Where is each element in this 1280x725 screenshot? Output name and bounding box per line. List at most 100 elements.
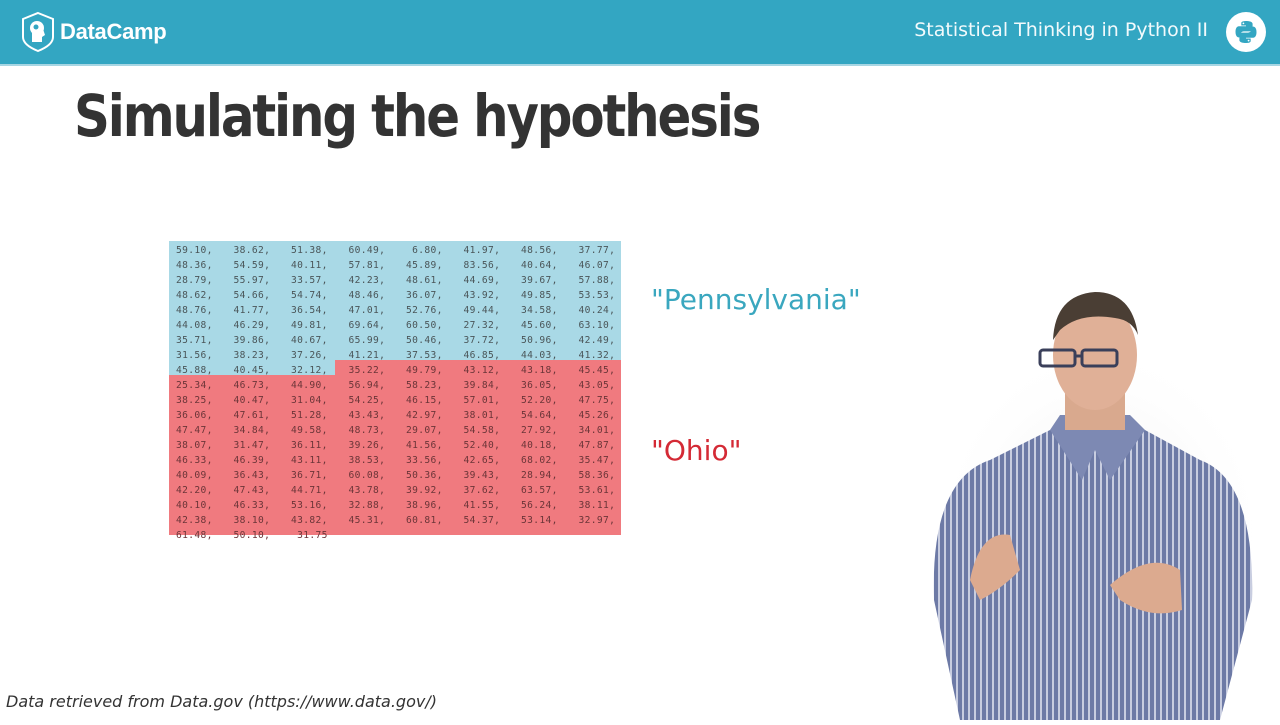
data-value: 54.64,: [521, 410, 558, 421]
data-value: 40.09,: [176, 470, 213, 481]
data-row: 40.10, 46.33, 53.16, 32.88, 38.96, 41.55, 56.2…: [176, 498, 636, 513]
data-value: 27.32,: [463, 320, 501, 331]
data-value: 47.87,: [578, 440, 616, 451]
data-value: 40.18,: [521, 440, 558, 451]
data-value: 60.08,: [348, 470, 386, 481]
data-value: 32.97,: [578, 515, 616, 526]
data-row: 42.38, 38.10, 43.82, 45.31, 60.81, 54.37, 53.1…: [176, 513, 636, 528]
data-value: 39.26,: [348, 440, 386, 451]
data-value: 34.01,: [578, 425, 616, 436]
data-value: 48.46,: [348, 290, 386, 301]
data-value: 43.11,: [291, 455, 328, 466]
data-row: 44.08, 46.29, 49.81, 69.64, 60.50, 27.32, 45.6…: [176, 318, 636, 333]
data-row: 61.48, 50.10, 31.75: [176, 528, 636, 543]
data-row: 59.10, 38.62, 51.38, 60.49, 6.80, 41.97, 48.5…: [176, 243, 636, 258]
data-value: 57.88,: [578, 275, 616, 286]
data-value: 47.43,: [233, 485, 271, 496]
data-value: 45.31,: [348, 515, 386, 526]
data-value: 42.38,: [176, 515, 213, 526]
data-value: 49.44,: [463, 305, 501, 316]
data-value: 35.71,: [176, 335, 213, 346]
data-value: 37.72,: [463, 335, 501, 346]
data-value: 48.76,: [176, 305, 213, 316]
data-value: 50.96,: [521, 335, 558, 346]
data-value: 41.21,: [348, 350, 386, 361]
data-value: 41.77,: [233, 305, 271, 316]
data-row: 28.79, 55.97, 33.57, 42.23, 48.61, 44.69, 39.6…: [176, 273, 636, 288]
data-value: 29.07,: [406, 425, 443, 436]
pennsylvania-region-tail: [169, 360, 335, 375]
data-value: 38.10,: [233, 515, 271, 526]
data-value: 43.05,: [578, 380, 616, 391]
data-value: 61.48,: [176, 530, 213, 541]
data-value: 40.64,: [521, 260, 558, 271]
data-value: 33.56,: [406, 455, 443, 466]
data-value: 27.92,: [521, 425, 558, 436]
data-value: 52.76,: [406, 305, 443, 316]
data-value: 44.90,: [291, 380, 328, 391]
data-value: 49.58,: [291, 425, 328, 436]
data-value: 41.55,: [463, 500, 501, 511]
data-value: 39.67,: [521, 275, 558, 286]
data-value: 43.43,: [348, 410, 386, 421]
data-value: 37.77,: [578, 245, 616, 256]
data-value: 46.85,: [463, 350, 501, 361]
data-value: 32.12,: [291, 365, 328, 376]
data-value: 48.61,: [406, 275, 443, 286]
data-value: 46.33,: [233, 500, 271, 511]
data-value: 52.40,: [463, 440, 501, 451]
data-value: 32.88,: [348, 500, 386, 511]
data-value: 83.56,: [463, 260, 501, 271]
data-row: 38.25, 40.47, 31.04, 54.25, 46.15, 57.01, 52.2…: [176, 393, 636, 408]
data-value: 58.36,: [578, 470, 616, 481]
data-value: 60.81,: [406, 515, 443, 526]
data-value: 55.97,: [233, 275, 271, 286]
data-value: 40.67,: [291, 335, 328, 346]
data-value: 31.04,: [291, 395, 328, 406]
data-value: 56.94,: [348, 380, 386, 391]
data-value: 38.01,: [463, 410, 501, 421]
data-value: 37.26,: [291, 350, 328, 361]
data-value: 38.11,: [578, 500, 616, 511]
data-value: 40.47,: [233, 395, 271, 406]
data-value: 37.53,: [406, 350, 443, 361]
header-bar: DataCamp Statistical Thinking in Python …: [0, 0, 1280, 66]
data-value: 43.18,: [521, 365, 558, 376]
data-value: 49.81,: [291, 320, 328, 331]
data-value: 39.92,: [406, 485, 443, 496]
data-value: 44.71,: [291, 485, 328, 496]
data-value: 36.05,: [521, 380, 558, 391]
data-value: 69.64,: [348, 320, 386, 331]
datacamp-logo[interactable]: DataCamp: [20, 11, 167, 53]
data-value: 46.29,: [233, 320, 271, 331]
data-value: 31.75: [291, 530, 328, 541]
data-value: 31.56,: [176, 350, 213, 361]
data-value: 52.20,: [521, 395, 558, 406]
data-value: 59.10,: [176, 245, 213, 256]
data-value: 45.88,: [176, 365, 213, 376]
data-row: 38.07, 31.47, 36.11, 39.26, 41.56, 52.40, 40.1…: [176, 438, 636, 453]
data-value: 56.24,: [521, 500, 558, 511]
data-value: 36.43,: [233, 470, 271, 481]
data-value: 50.10,: [233, 530, 271, 541]
data-row: 36.06, 47.61, 51.28, 43.43, 42.97, 38.01, 54.6…: [176, 408, 636, 423]
data-value: 37.62,: [463, 485, 501, 496]
data-value: 43.12,: [463, 365, 501, 376]
data-value: 48.62,: [176, 290, 213, 301]
data-value: 47.75,: [578, 395, 616, 406]
data-value: 63.10,: [578, 320, 616, 331]
data-value: 54.66,: [233, 290, 271, 301]
ohio-region: [169, 375, 621, 525]
python-logo-icon: [1226, 12, 1266, 52]
data-value: 44.03,: [521, 350, 558, 361]
data-value: 34.84,: [233, 425, 271, 436]
data-value: 35.22,: [348, 365, 386, 376]
data-value: 6.80,: [406, 245, 443, 256]
data-row: 48.62, 54.66, 54.74, 48.46, 36.07, 43.92, 49.8…: [176, 288, 636, 303]
data-value: 54.37,: [463, 515, 501, 526]
data-value: 42.23,: [348, 275, 386, 286]
data-value: 43.92,: [463, 290, 501, 301]
data-value: 53.61,: [578, 485, 616, 496]
presenter-figure-icon: [930, 292, 1270, 725]
data-value: 40.24,: [578, 305, 616, 316]
